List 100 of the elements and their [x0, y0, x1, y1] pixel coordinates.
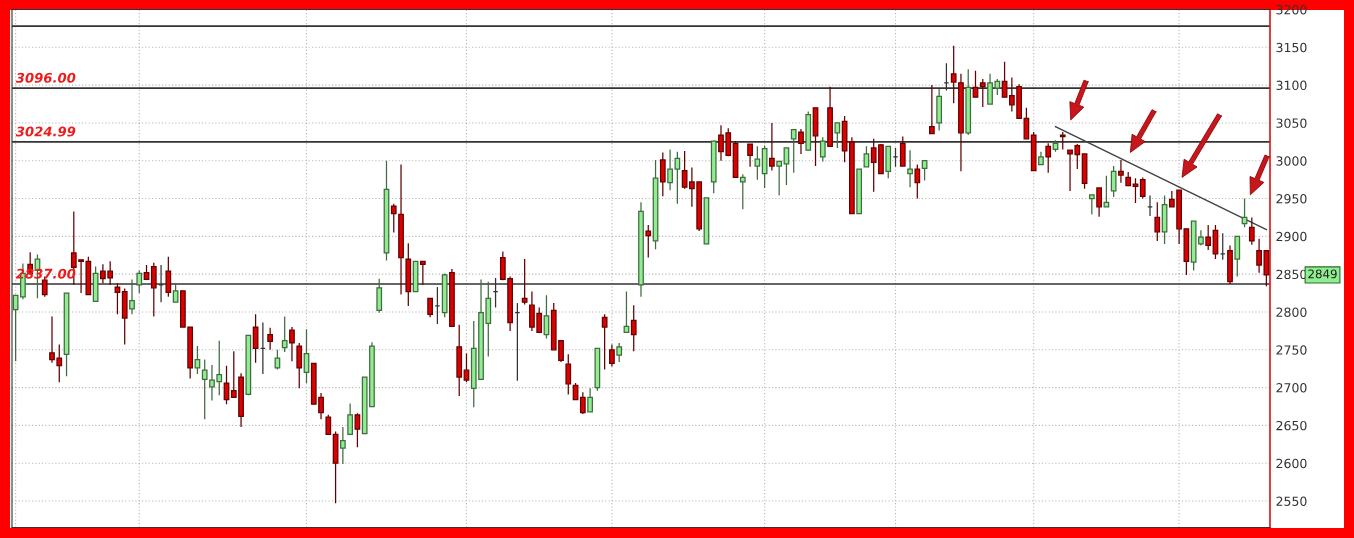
candlestick: [1205, 224, 1212, 251]
candlestick: [1234, 235, 1241, 278]
candlestick: [274, 349, 281, 371]
candlestick: [514, 302, 521, 382]
candlestick: [1125, 171, 1132, 187]
y-tick-label: 2900: [1276, 231, 1307, 242]
y-tick-label: 2950: [1276, 194, 1307, 204]
candlestick: [739, 173, 746, 210]
candlestick: [267, 327, 274, 351]
candlestick: [616, 342, 623, 363]
candlestick: [1045, 142, 1052, 174]
candlestick: [252, 313, 259, 364]
candlestick: [441, 272, 448, 318]
candlestick: [965, 68, 972, 136]
candlestick: [165, 256, 172, 298]
candlestick: [383, 160, 390, 262]
candlestick: [143, 264, 150, 281]
candlestick: [1096, 187, 1102, 218]
y-tick-label: 2650: [1276, 420, 1307, 431]
candlestick: [114, 282, 121, 315]
candlestick: [129, 278, 135, 315]
candlestick: [121, 287, 128, 346]
candlestick: [463, 352, 470, 383]
candlestick: [339, 426, 346, 465]
candlestick: [1154, 201, 1161, 242]
candlestick: [863, 145, 870, 168]
y-tick-label: 2550: [1276, 496, 1307, 506]
candlestick: [587, 387, 593, 413]
candlestick: [1059, 131, 1066, 151]
candlestick: [1219, 232, 1226, 261]
candlestick: [1248, 216, 1255, 246]
candlestick: [659, 151, 666, 197]
candlestick: [601, 313, 608, 371]
y-tick-label: 2750: [1276, 345, 1307, 355]
candlestick: [296, 342, 303, 389]
candlestick: [790, 129, 797, 174]
candlestick: [1147, 194, 1153, 217]
candlestick: [1139, 176, 1146, 200]
candlestick: [819, 136, 826, 163]
candlestick: [1088, 194, 1095, 216]
candlestick: [1132, 177, 1139, 204]
candlestick: [289, 326, 295, 362]
candlestick: [798, 128, 804, 155]
candlestick: [325, 414, 332, 436]
candlestick: [390, 203, 397, 234]
candlestick: [609, 343, 615, 368]
candlestick: [303, 328, 310, 384]
candlestick: [259, 321, 266, 375]
candlestick: [652, 159, 659, 250]
candlestick: [172, 282, 179, 303]
y-tick-label: 2800: [1276, 307, 1307, 317]
candlestick: [645, 224, 652, 259]
candlestick: [521, 258, 528, 306]
candlestick: [245, 334, 252, 396]
candlestick: [92, 265, 99, 303]
candlestick: [936, 88, 943, 132]
candlestick: [281, 315, 288, 353]
candlestick: [347, 402, 354, 436]
candlestick: [747, 143, 753, 168]
candlestick: [979, 78, 986, 108]
candlestick: [594, 347, 601, 392]
candlestick: [710, 139, 717, 194]
y-tick-label: 3000: [1276, 156, 1307, 166]
candlestick: [405, 242, 412, 307]
y-tick-label: 3150: [1276, 42, 1307, 53]
candlestick: [456, 324, 463, 397]
candlestick: [892, 147, 899, 168]
candlestick: [150, 262, 157, 318]
candlestick: [579, 391, 586, 415]
candlestick: [928, 84, 935, 135]
candlestick: [449, 268, 455, 328]
candlestick: [805, 110, 812, 151]
candlestick: [376, 278, 383, 314]
candlestick: [783, 147, 790, 186]
candlestick: [776, 160, 783, 197]
candlestick: [1038, 151, 1044, 166]
candlestick: [1161, 194, 1168, 245]
candlestick: [754, 145, 761, 181]
candlestick: [899, 135, 906, 167]
candlestick: [921, 160, 928, 182]
candlestick: [223, 365, 230, 405]
candlestick: [834, 122, 841, 149]
candlestick: [623, 290, 630, 334]
candlestick: [761, 144, 768, 189]
candlestick: [907, 149, 913, 188]
candlestick: [434, 286, 441, 325]
candlestick: [419, 260, 426, 286]
y-tick-label: 3200: [1276, 4, 1307, 15]
candlestick: [1118, 159, 1124, 184]
candlestick: [63, 292, 70, 377]
candlestick: [885, 145, 892, 179]
candlestick: [1103, 175, 1110, 208]
candlestick: [427, 297, 434, 318]
candlestick: [194, 345, 201, 375]
y-tick-label: 3050: [1276, 118, 1307, 128]
candlestick: [543, 294, 550, 340]
candlestick: [398, 163, 404, 296]
y-tick-label: 3100: [1276, 80, 1307, 91]
y-tick-label: 2600: [1276, 458, 1307, 469]
y-tick-label: 2700: [1276, 383, 1307, 393]
